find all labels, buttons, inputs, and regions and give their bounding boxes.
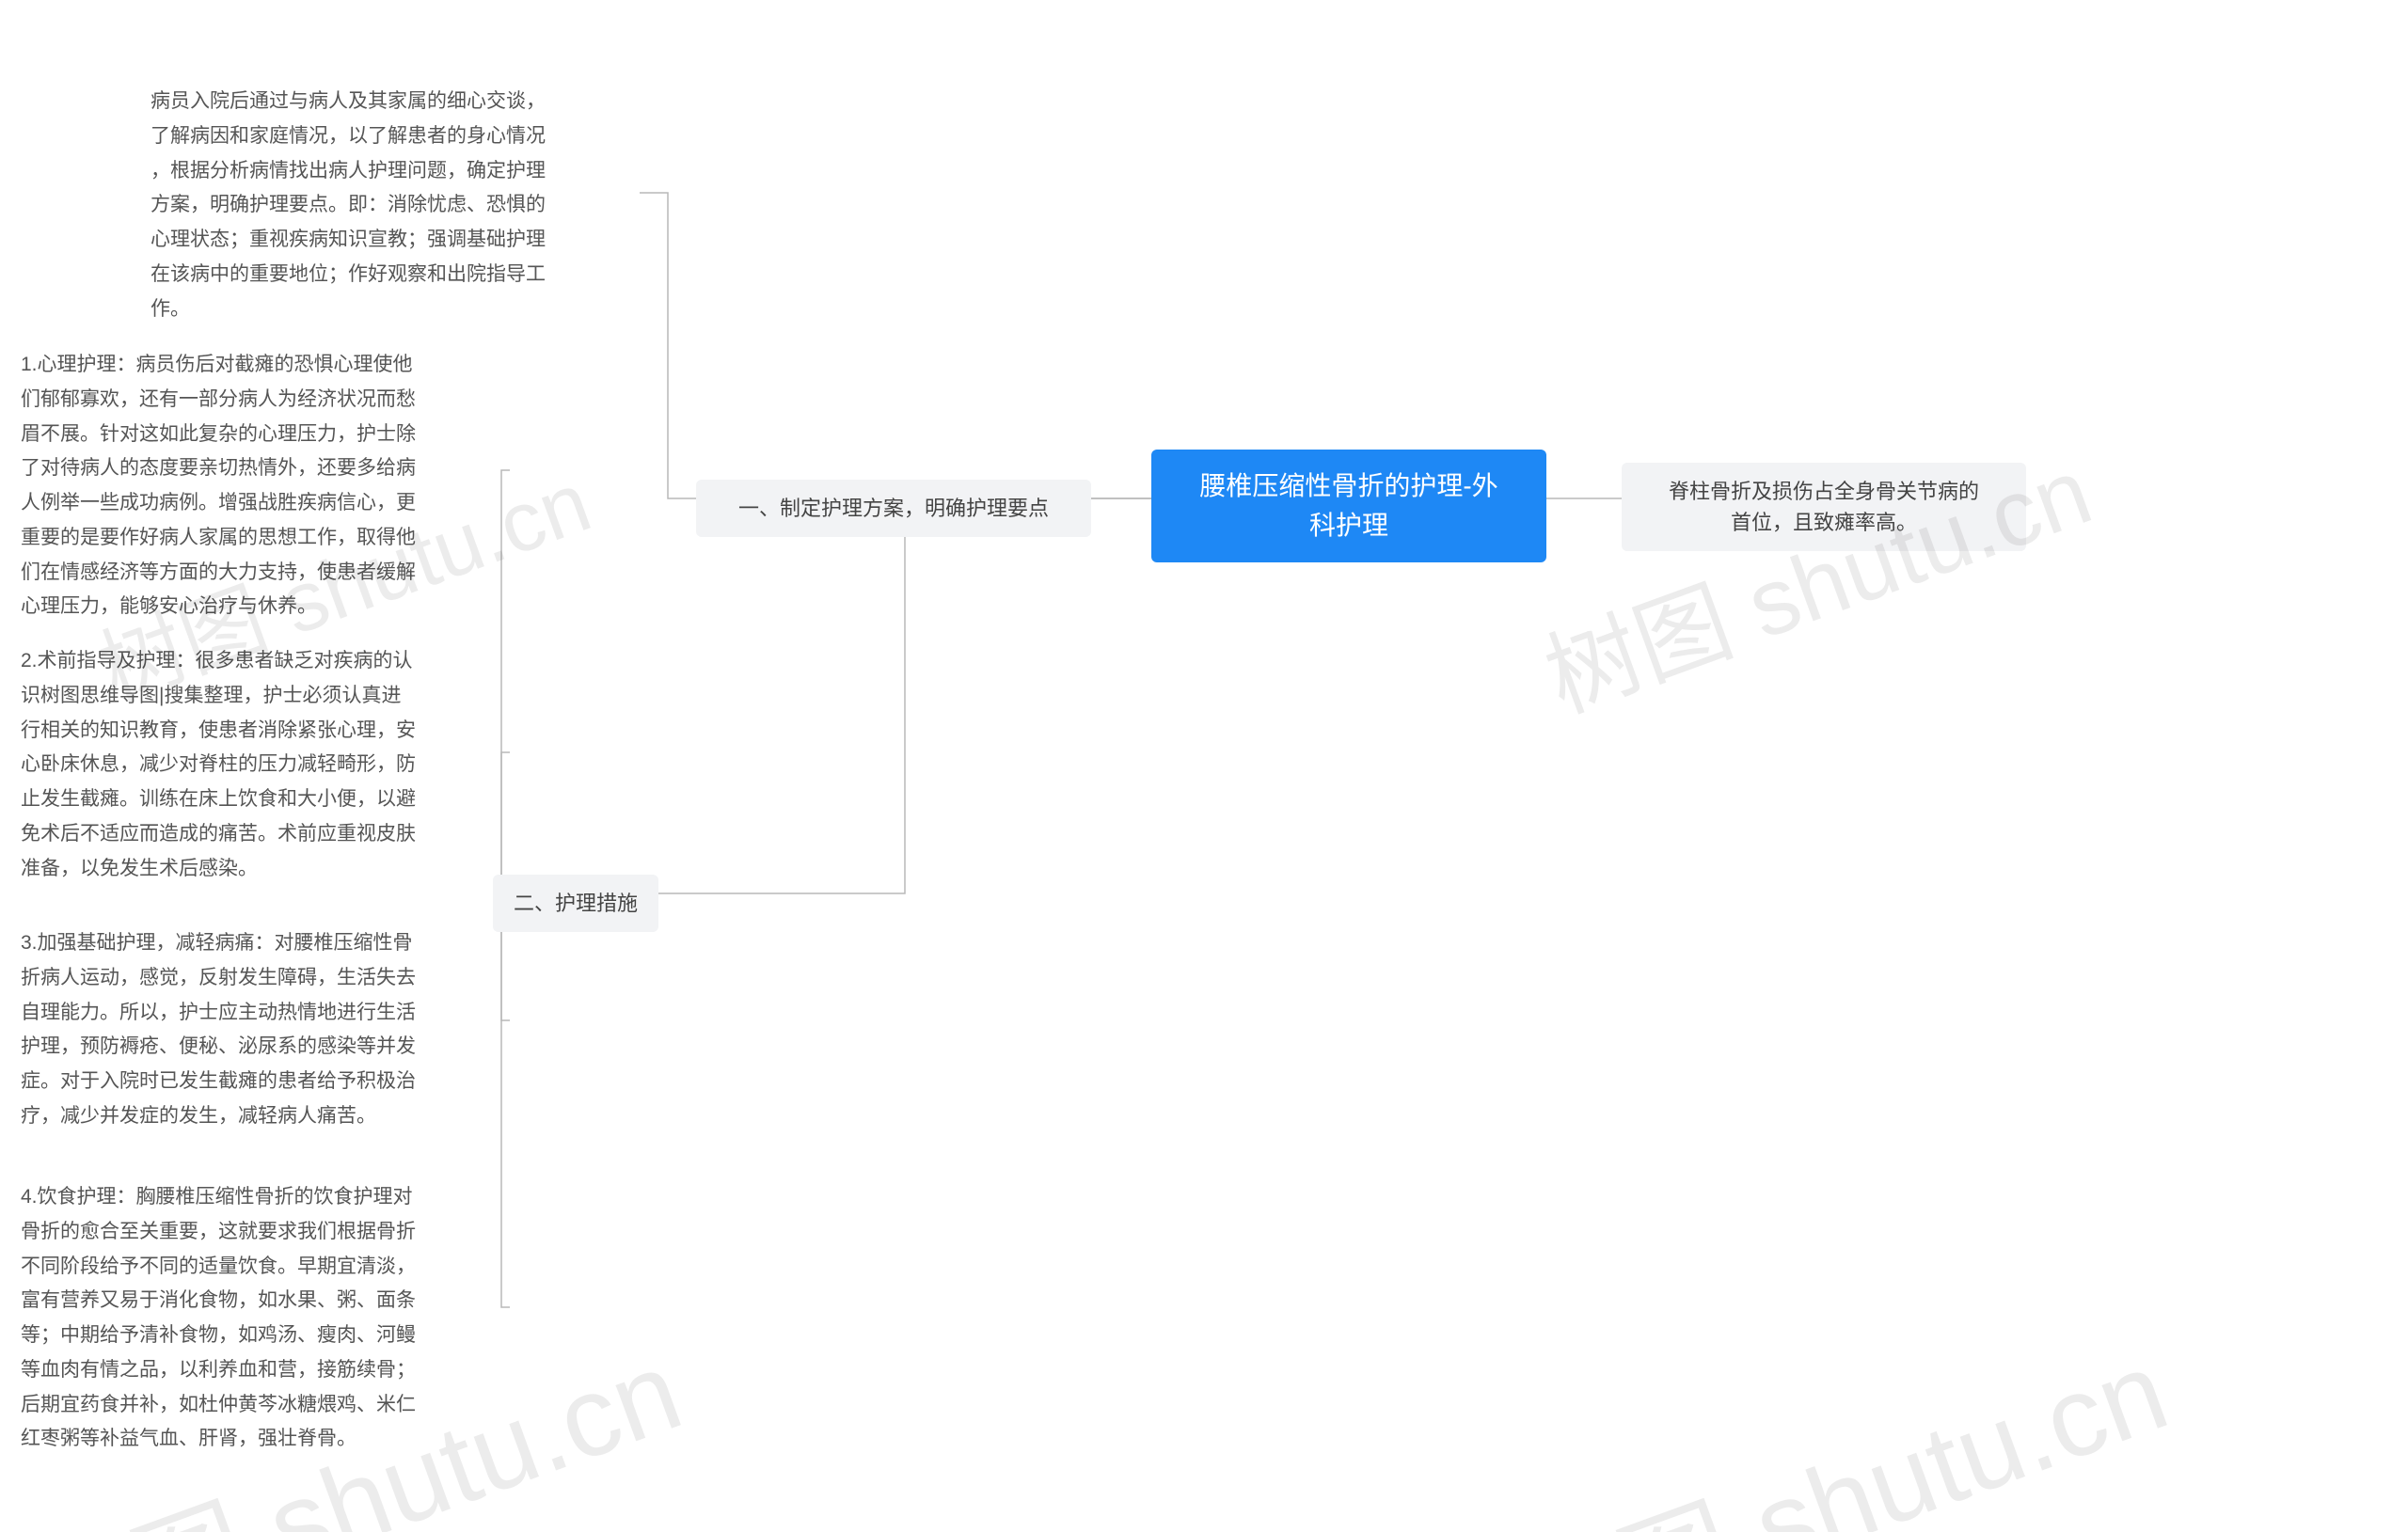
root-node[interactable]: 腰椎压缩性骨折的护理-外科护理 <box>1151 450 1546 562</box>
nursing-measure-1: 1.心理护理：病员伤后对截瘫的恐惧心理使他们郁郁寡欢，还有一部分病人为经济状况而… <box>21 348 510 624</box>
left-section-1-detail: 病员入院后通过与病人及其家属的细心交谈，了解病因和家庭情况，以了解患者的身心情况… <box>150 85 640 326</box>
nursing-measure-3: 3.加强基础护理，减轻病痛：对腰椎压缩性骨折病人运动，感觉，反射发生障碍，生活失… <box>21 926 510 1134</box>
left-section-1[interactable]: 一、制定护理方案，明确护理要点 <box>696 480 1091 537</box>
nursing-measure-4: 4.饮食护理：胸腰椎压缩性骨折的饮食护理对骨折的愈合至关重要，这就要求我们根据骨… <box>21 1180 510 1457</box>
mindmap-canvas: 腰椎压缩性骨折的护理-外科护理 脊柱骨折及损伤占全身骨关节病的首位，且致瘫率高。… <box>0 0 2408 1532</box>
left-section-2[interactable]: 二、护理措施 <box>493 875 658 932</box>
right-summary-node[interactable]: 脊柱骨折及损伤占全身骨关节病的首位，且致瘫率高。 <box>1622 463 2026 551</box>
nursing-measure-2: 2.术前指导及护理：很多患者缺乏对疾病的认识树图思维导图|搜集整理，护士必须认真… <box>21 644 510 886</box>
